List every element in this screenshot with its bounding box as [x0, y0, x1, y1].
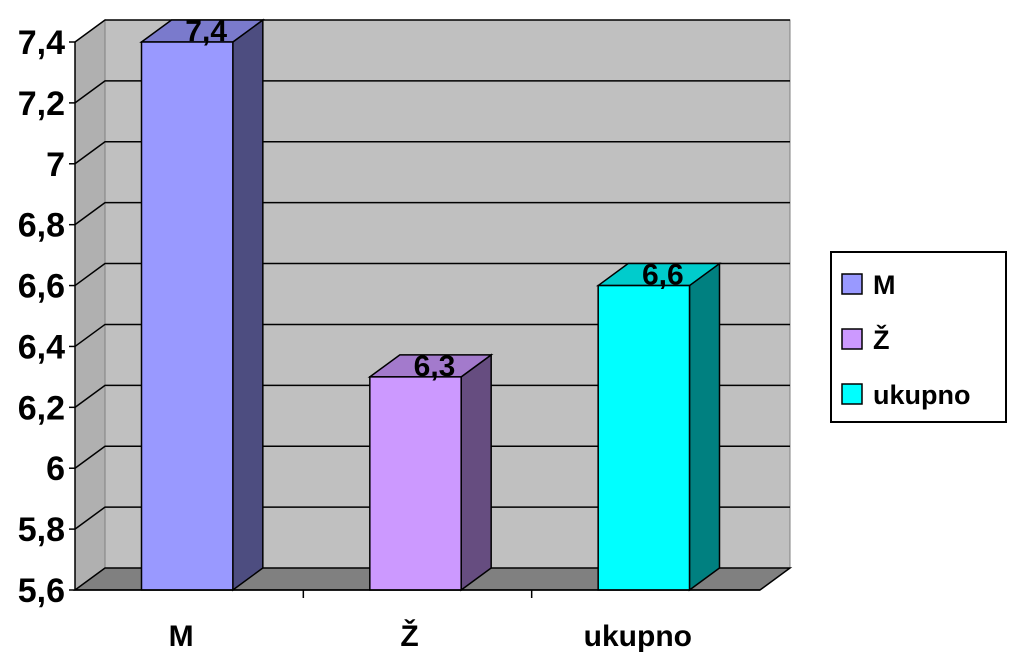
y-tick-label: 7 — [46, 146, 65, 184]
gridline — [74, 262, 790, 287]
category-label: M — [169, 620, 194, 653]
gridline — [74, 80, 790, 104]
bar-front — [369, 376, 462, 591]
bar-side — [460, 353, 492, 592]
gridlines — [74, 19, 790, 530]
legend-label: ukupno — [873, 380, 970, 410]
bars: 7,4 6,3 6,6 — [139, 15, 722, 592]
bar-2 — [595, 262, 722, 592]
bar-side — [688, 262, 721, 592]
gridline — [74, 201, 790, 226]
y-tick-label: 6,6 — [18, 268, 65, 306]
bar-front — [597, 284, 691, 591]
bar-front — [140, 41, 234, 591]
data-label: 6,3 — [414, 350, 456, 383]
category-label: ukupno — [584, 620, 692, 653]
data-label: 6,6 — [642, 259, 684, 292]
data-label: 7,4 — [185, 15, 227, 48]
y-tick-label: 5,6 — [18, 572, 65, 610]
y-tick-label: 6,4 — [18, 328, 65, 366]
gridline — [74, 141, 790, 165]
legend-swatch — [841, 273, 863, 295]
gridline — [74, 506, 790, 530]
category-label: Ž — [400, 619, 418, 653]
y-tick-label: 5,8 — [18, 511, 65, 549]
y-tick-label: 7,4 — [18, 24, 65, 62]
legend-swatch — [841, 383, 863, 405]
y-tick-label: 6 — [46, 450, 65, 488]
bar-side — [232, 18, 264, 592]
gridline — [74, 445, 790, 469]
y-tick-label: 7,2 — [18, 85, 65, 123]
bar-1 — [367, 353, 494, 592]
legend-label: Ž — [873, 324, 890, 355]
gridline — [74, 384, 790, 408]
gridline — [74, 323, 790, 348]
bar-0 — [139, 18, 266, 592]
value-axis: 5,6 5,8 6 6,2 6,4 6,6 6,8 7 7,2 7,4 — [18, 24, 76, 610]
legend-label: M — [873, 270, 896, 300]
side-wall — [74, 19, 106, 591]
gridline — [74, 19, 790, 43]
legend-swatch — [841, 328, 863, 350]
y-tick-label: 6,8 — [18, 207, 65, 245]
y-tick-label: 6,2 — [18, 389, 65, 427]
